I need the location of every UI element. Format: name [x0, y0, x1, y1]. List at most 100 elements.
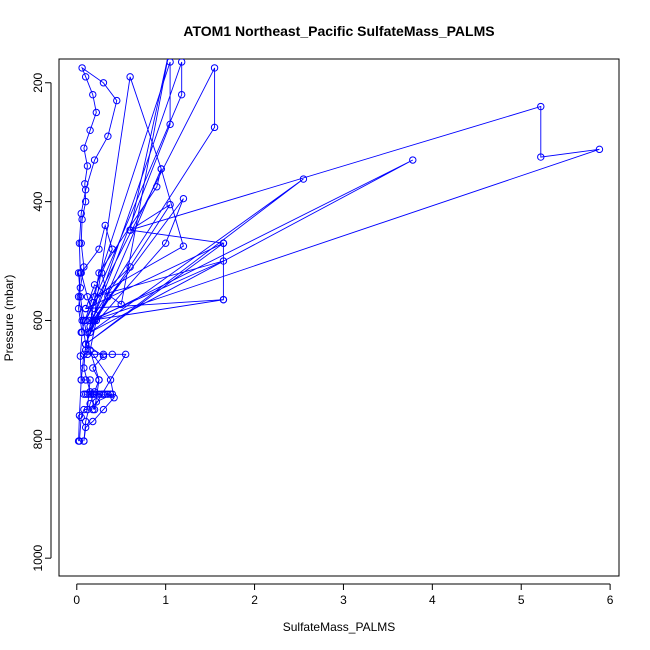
- data-point: [89, 316, 97, 325]
- data-point: [81, 423, 90, 432]
- plot-area: [58, 58, 620, 577]
- series-3: [77, 59, 219, 354]
- axes: 0 1 2 3 4 5 6 200 400 600 800 1000: [31, 72, 614, 607]
- x-tick-label: 6: [607, 593, 614, 607]
- data-point: [95, 269, 103, 277]
- data-point: [167, 44, 173, 50]
- data-point: [537, 153, 545, 161]
- data-point: [126, 226, 134, 234]
- data-point: [77, 269, 85, 277]
- chart-title: ATOM1 Northeast_Pacific SulfateMass_PALM…: [183, 23, 494, 39]
- y-tick-label: 1000: [31, 545, 45, 572]
- x-tick-label: 3: [340, 593, 347, 607]
- data-point: [74, 269, 83, 277]
- data-point: [157, 165, 165, 173]
- y-tick-label: 400: [31, 191, 45, 211]
- data-point: [89, 90, 97, 99]
- data-point: [75, 239, 84, 247]
- data-point: [74, 304, 83, 313]
- data-point: [113, 96, 121, 105]
- x-tick-label: 5: [518, 593, 525, 607]
- data-point: [210, 123, 219, 132]
- data-point: [83, 405, 92, 414]
- series-layer: [74, 44, 604, 445]
- data-point: [83, 390, 92, 398]
- data-point: [409, 156, 417, 164]
- series-6: [75, 350, 130, 445]
- data-point: [179, 194, 188, 203]
- data-point: [81, 316, 90, 325]
- data-point: [117, 300, 125, 309]
- series-5: [81, 44, 604, 348]
- x-tick-label: 0: [73, 593, 80, 607]
- y-tick-label: 200: [31, 72, 45, 92]
- data-point: [75, 411, 84, 420]
- data-point: [108, 390, 117, 398]
- data-point: [219, 295, 228, 304]
- data-point: [90, 281, 99, 289]
- data-point: [80, 144, 88, 152]
- data-point: [210, 64, 219, 72]
- data-point: [80, 405, 88, 414]
- data-point: [81, 340, 90, 348]
- x-axis-label: SulfateMass_PALMS: [283, 620, 396, 634]
- data-point: [177, 90, 186, 99]
- data-point: [101, 221, 109, 230]
- y-axis-label: Pressure (mbar): [2, 275, 16, 362]
- series-line: [85, 59, 600, 345]
- data-layer: [74, 44, 604, 445]
- data-point: [108, 350, 117, 359]
- data-point: [90, 156, 99, 164]
- data-point: [95, 376, 103, 384]
- data-point: [92, 398, 101, 406]
- data-point: [92, 390, 101, 398]
- data-point: [75, 437, 84, 445]
- data-point: [86, 376, 94, 384]
- data-point: [126, 73, 134, 81]
- data-point: [92, 108, 101, 117]
- data-point: [76, 293, 85, 301]
- data-point: [77, 209, 85, 218]
- data-point: [81, 73, 90, 81]
- x-tick-label: 4: [429, 593, 436, 607]
- data-point: [537, 102, 545, 111]
- data-point: [104, 132, 112, 140]
- data-point: [77, 376, 85, 384]
- data-point: [80, 437, 88, 445]
- data-point: [101, 390, 109, 398]
- data-point: [89, 298, 97, 307]
- y-tick-label: 600: [31, 310, 45, 330]
- data-point: [78, 64, 86, 72]
- x-tick-label: 2: [251, 593, 258, 607]
- data-point: [104, 390, 112, 398]
- x-tick-label: 1: [162, 593, 169, 607]
- data-point: [76, 284, 85, 292]
- data-point: [161, 239, 170, 247]
- data-point: [81, 304, 90, 313]
- data-point: [166, 120, 174, 129]
- data-point: [179, 242, 188, 250]
- data-point: [80, 364, 88, 372]
- y-tick-label: 800: [31, 429, 45, 449]
- data-point: [99, 405, 108, 414]
- data-point: [90, 350, 99, 359]
- data-point: [83, 293, 92, 301]
- plot-border: [58, 58, 620, 577]
- series-line: [80, 61, 216, 351]
- data-point: [80, 263, 88, 271]
- data-point: [81, 186, 90, 194]
- data-point: [595, 145, 604, 154]
- data-point: [83, 350, 92, 359]
- data-point: [99, 350, 108, 359]
- data-point: [219, 257, 228, 265]
- data-point: [106, 376, 115, 384]
- data-point: [166, 200, 174, 209]
- data-point: [77, 413, 85, 422]
- data-point: [89, 405, 97, 414]
- series-4: [81, 165, 228, 348]
- data-point: [89, 417, 97, 426]
- data-point: [81, 376, 90, 384]
- series-line: [80, 223, 115, 442]
